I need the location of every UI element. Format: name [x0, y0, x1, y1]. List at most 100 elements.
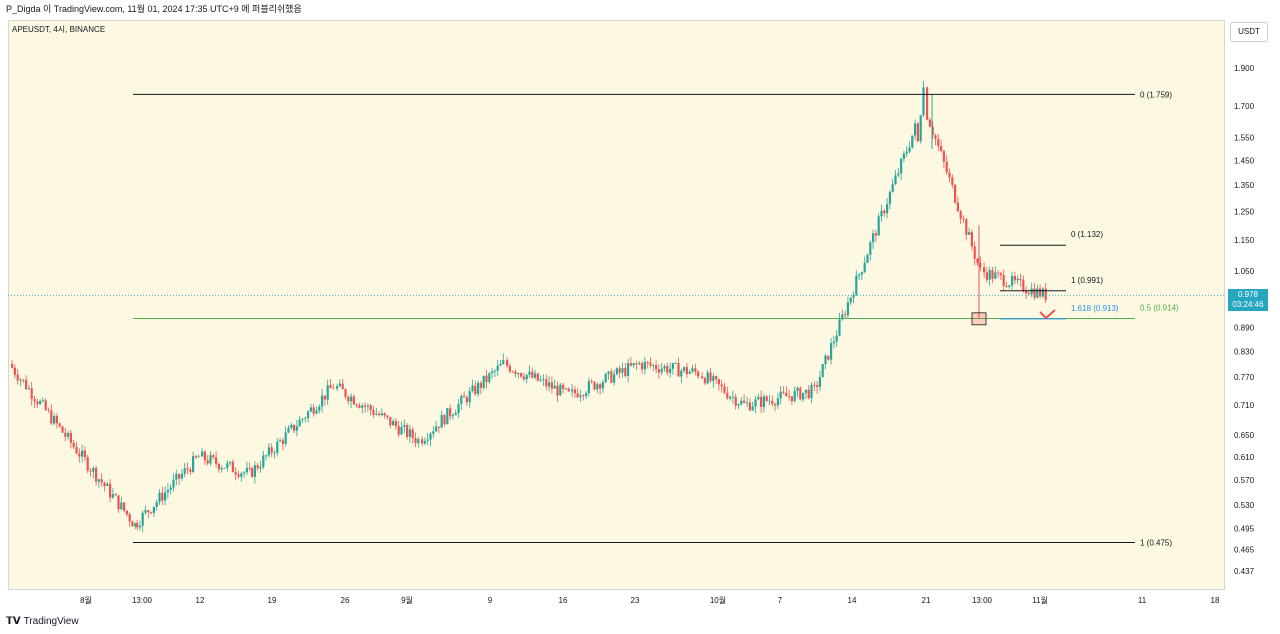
candle-body: [816, 385, 819, 387]
candle-body: [652, 365, 655, 367]
candle-body: [593, 381, 596, 390]
price-tick-label: 0.437: [1234, 567, 1255, 576]
candle-body: [1027, 293, 1030, 295]
candle-body: [657, 369, 660, 373]
candle-body: [352, 396, 355, 405]
candle-body: [542, 379, 545, 380]
candle-body: [215, 457, 218, 464]
candle-body: [821, 364, 824, 378]
candle-body: [485, 375, 488, 382]
candle-body: [477, 382, 480, 394]
candle-body: [776, 398, 779, 406]
candle-body: [479, 382, 482, 388]
candle-body: [590, 381, 593, 382]
candle-body: [161, 492, 164, 501]
price-tick-label: 0.465: [1234, 546, 1255, 555]
symbol-legend: APEUSDT, 4시, BINANCE: [12, 25, 106, 34]
candle-body: [114, 494, 117, 496]
fib-level-label: 1.618 (0.913): [1071, 304, 1119, 313]
candle-body: [945, 161, 948, 173]
candle-body: [312, 407, 315, 414]
candle-body: [734, 396, 737, 406]
candle-body: [1011, 276, 1014, 286]
candle-body: [796, 387, 799, 392]
candle-body: [166, 489, 169, 493]
candle-body: [717, 379, 720, 385]
candle-body: [701, 376, 704, 379]
candle-body: [446, 408, 449, 425]
candle-body: [468, 391, 471, 403]
candle-body: [326, 385, 329, 400]
candle-body: [1033, 288, 1036, 298]
fib-level-label: 1 (0.475): [1140, 538, 1172, 547]
candle-body: [902, 153, 905, 159]
candle-body: [894, 175, 897, 185]
time-tick-label: 12: [196, 596, 205, 605]
candle-body: [440, 415, 443, 428]
candle-body: [534, 373, 537, 378]
candle-body: [1019, 278, 1022, 280]
time-tick-label: 19: [268, 596, 277, 605]
candle-body: [491, 371, 494, 374]
candle-body: [599, 384, 602, 389]
candle-body: [369, 405, 372, 411]
candle-body: [922, 87, 925, 116]
candle-body: [295, 426, 298, 431]
chart-pane[interactable]: [8, 20, 1225, 590]
candle-body: [883, 210, 886, 214]
candle-body: [53, 416, 56, 424]
candle-body: [366, 405, 369, 407]
candle-body: [183, 468, 186, 474]
candle-body: [109, 483, 112, 498]
candle-body: [1016, 278, 1019, 281]
candle-body: [824, 355, 827, 365]
time-tick-label: 11: [1138, 596, 1147, 605]
candle-body: [226, 463, 229, 468]
candle-body: [567, 388, 570, 392]
candle-body: [270, 447, 273, 453]
fib-level-label: 0.5 (0.914): [1140, 303, 1179, 312]
time-tick-label: 9: [488, 596, 493, 605]
candle-body: [400, 426, 403, 435]
candle-body: [432, 431, 435, 434]
candle-body: [1025, 291, 1028, 294]
candle-body: [827, 355, 830, 360]
candle-body: [522, 376, 525, 380]
candle-body: [386, 415, 389, 418]
candle-body: [869, 242, 872, 255]
candle-body: [318, 406, 321, 411]
candle-body: [514, 371, 517, 375]
candle-body: [706, 372, 709, 384]
candle-body: [849, 297, 852, 303]
candle-body: [624, 367, 627, 376]
price-tick-label: 0.710: [1234, 401, 1255, 410]
candle-body: [573, 389, 576, 394]
candle-body: [956, 202, 959, 212]
candle-body: [158, 492, 161, 503]
candle-body: [649, 362, 652, 366]
candle-body: [934, 135, 937, 139]
currency-unit-button[interactable]: USDT: [1230, 22, 1268, 42]
candle-body: [457, 403, 460, 413]
fib-level-label: 1 (0.991): [1071, 276, 1103, 285]
candle-body: [11, 364, 14, 368]
candle-body: [253, 465, 256, 477]
candle-body: [64, 432, 67, 437]
candle-body: [757, 396, 760, 400]
candle-body: [671, 363, 674, 369]
candle-body: [931, 126, 934, 136]
candle-body: [240, 473, 243, 477]
candle-body: [361, 405, 364, 408]
candle-body: [123, 502, 126, 511]
candle-body: [562, 384, 565, 389]
candle-body: [919, 115, 922, 142]
candle-body: [259, 467, 262, 469]
candle-body: [765, 396, 768, 401]
candle-body: [748, 402, 751, 411]
time-tick-label: 14: [848, 596, 857, 605]
candle-body: [991, 270, 994, 279]
footer-brand: 𝗧𝗩 TradingView: [6, 615, 79, 629]
candle-body: [449, 408, 452, 417]
